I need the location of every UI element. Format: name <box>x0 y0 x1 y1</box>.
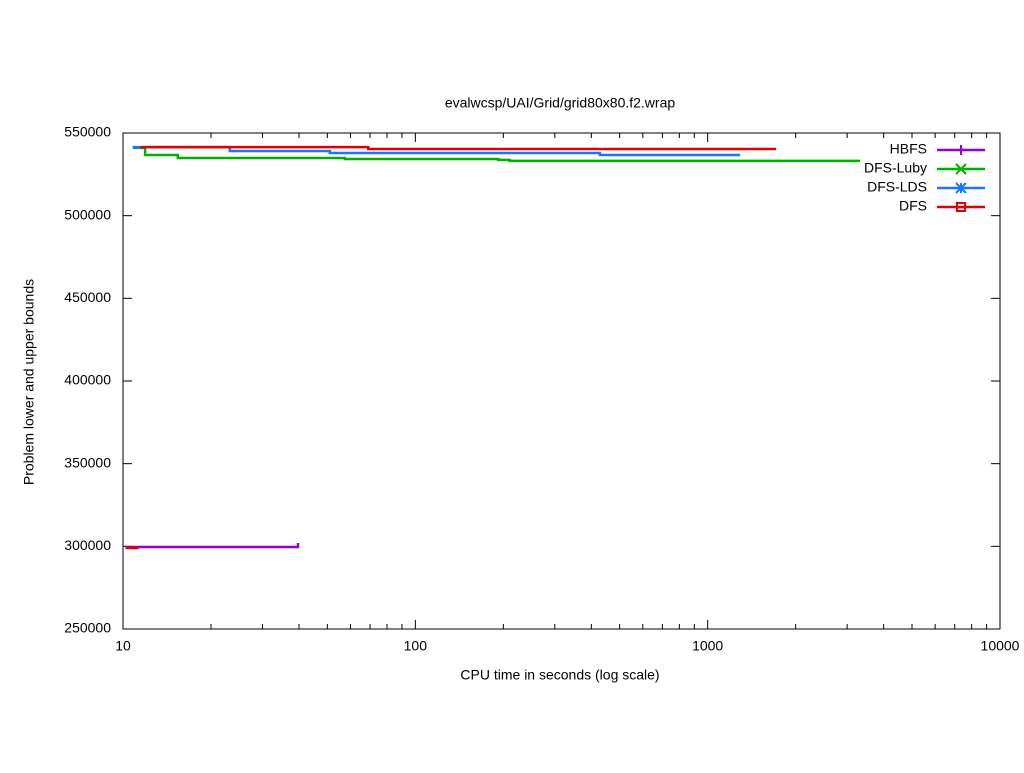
legend-label: DFS-Luby <box>864 160 927 176</box>
x-tick-label: 100 <box>404 638 428 654</box>
legend-marker <box>955 163 967 175</box>
series-line <box>125 543 300 549</box>
y-tick-label: 250000 <box>64 620 111 636</box>
series-line <box>132 146 860 163</box>
x-tick-label: 10 <box>115 638 131 654</box>
y-axis-label: Problem lower and upper bounds <box>21 279 37 485</box>
y-tick-label: 550000 <box>64 124 111 140</box>
legend-label: HBFS <box>890 141 927 157</box>
x-tick-label: 1000 <box>692 638 723 654</box>
y-tick-label: 400000 <box>64 372 111 388</box>
y-tick-label: 350000 <box>64 454 111 470</box>
y-tick-label: 500000 <box>64 206 111 222</box>
legend-marker <box>956 145 966 155</box>
x-tick-label: 10000 <box>981 638 1020 654</box>
legend-label: DFS <box>899 198 927 214</box>
chart-title: evalwcsp/UAI/Grid/grid80x80.f2.wrap <box>445 95 676 111</box>
legend-marker <box>956 202 966 212</box>
series-line <box>125 145 777 550</box>
legend-label: DFS-LDS <box>867 179 927 195</box>
x-axis-label: CPU time in seconds (log scale) <box>460 667 659 683</box>
y-tick-label: 450000 <box>64 289 111 305</box>
legend-marker <box>955 182 967 194</box>
y-tick-label: 300000 <box>64 537 111 553</box>
